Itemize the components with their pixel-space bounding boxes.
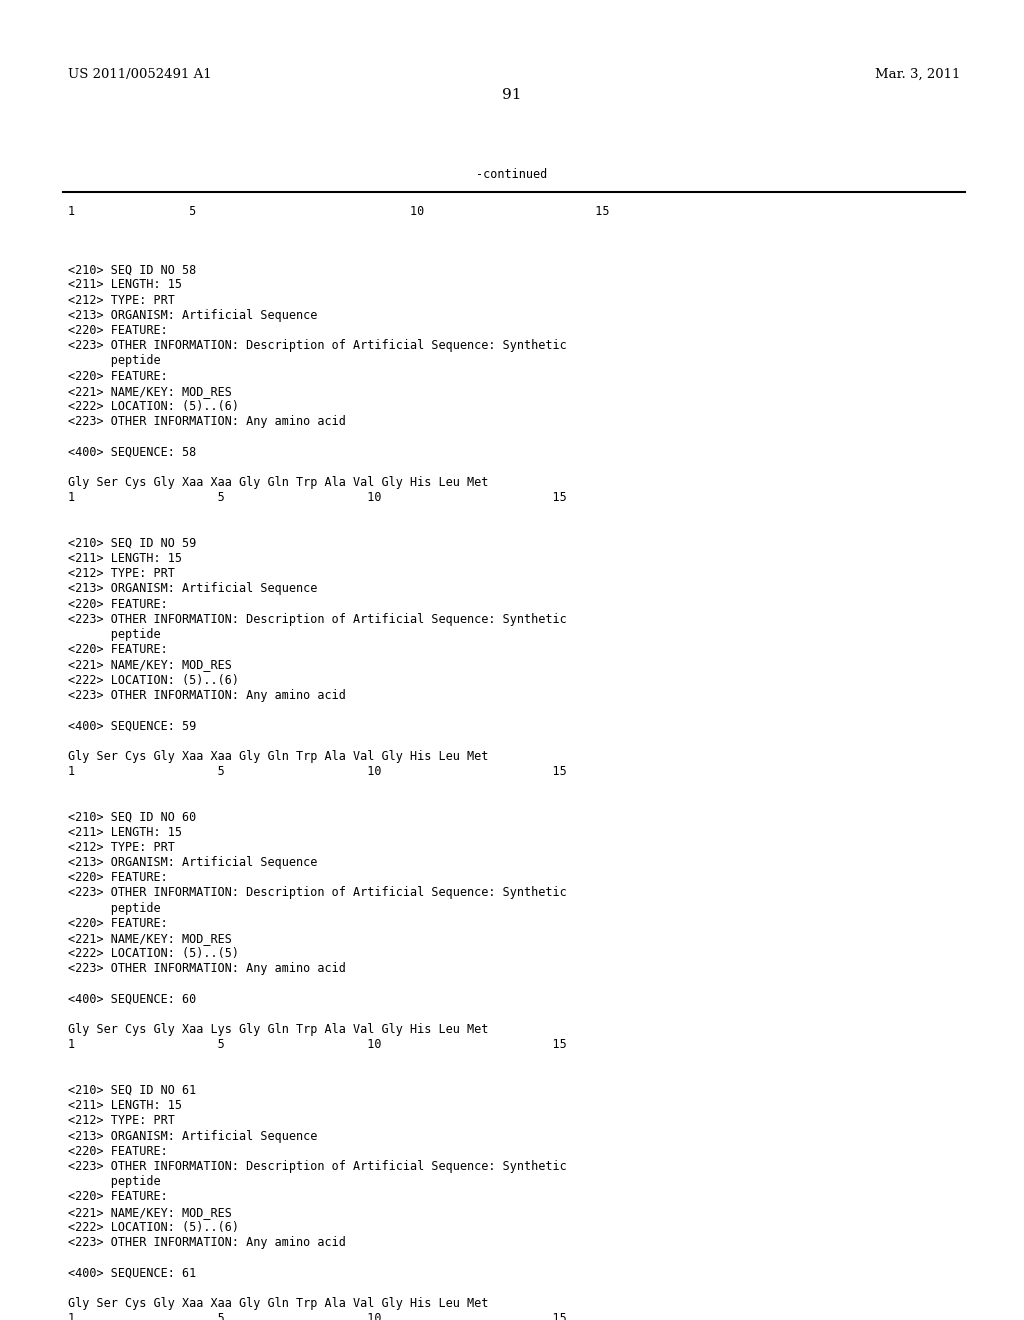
Text: <210> SEQ ID NO 59: <210> SEQ ID NO 59 — [68, 537, 197, 550]
Text: <221> NAME/KEY: MOD_RES: <221> NAME/KEY: MOD_RES — [68, 385, 231, 397]
Text: <221> NAME/KEY: MOD_RES: <221> NAME/KEY: MOD_RES — [68, 1205, 231, 1218]
Text: peptide: peptide — [68, 902, 161, 915]
Text: <211> LENGTH: 15: <211> LENGTH: 15 — [68, 825, 182, 838]
Text: <223> OTHER INFORMATION: Any amino acid: <223> OTHER INFORMATION: Any amino acid — [68, 416, 346, 428]
Text: <222> LOCATION: (5)..(6): <222> LOCATION: (5)..(6) — [68, 1221, 239, 1234]
Text: <212> TYPE: PRT: <212> TYPE: PRT — [68, 568, 175, 581]
Text: US 2011/0052491 A1: US 2011/0052491 A1 — [68, 69, 212, 81]
Text: <220> FEATURE:: <220> FEATURE: — [68, 598, 168, 611]
Text: <220> FEATURE:: <220> FEATURE: — [68, 370, 168, 383]
Text: <400> SEQUENCE: 60: <400> SEQUENCE: 60 — [68, 993, 197, 1006]
Text: peptide: peptide — [68, 1175, 161, 1188]
Text: <222> LOCATION: (5)..(6): <222> LOCATION: (5)..(6) — [68, 400, 239, 413]
Text: <223> OTHER INFORMATION: Any amino acid: <223> OTHER INFORMATION: Any amino acid — [68, 1236, 346, 1249]
Text: 1                    5                    10                        15: 1 5 10 15 — [68, 1312, 566, 1320]
Text: <213> ORGANISM: Artificial Sequence: <213> ORGANISM: Artificial Sequence — [68, 1130, 317, 1143]
Text: <223> OTHER INFORMATION: Any amino acid: <223> OTHER INFORMATION: Any amino acid — [68, 962, 346, 975]
Text: <211> LENGTH: 15: <211> LENGTH: 15 — [68, 552, 182, 565]
Text: <222> LOCATION: (5)..(5): <222> LOCATION: (5)..(5) — [68, 948, 239, 960]
Text: 1                    5                    10                        15: 1 5 10 15 — [68, 764, 566, 777]
Text: <213> ORGANISM: Artificial Sequence: <213> ORGANISM: Artificial Sequence — [68, 582, 317, 595]
Text: -continued: -continued — [476, 168, 548, 181]
Text: <222> LOCATION: (5)..(6): <222> LOCATION: (5)..(6) — [68, 673, 239, 686]
Text: <210> SEQ ID NO 61: <210> SEQ ID NO 61 — [68, 1084, 197, 1097]
Text: <400> SEQUENCE: 61: <400> SEQUENCE: 61 — [68, 1266, 197, 1279]
Text: <211> LENGTH: 15: <211> LENGTH: 15 — [68, 1100, 182, 1113]
Text: <400> SEQUENCE: 58: <400> SEQUENCE: 58 — [68, 446, 197, 458]
Text: 1                    5                    10                        15: 1 5 10 15 — [68, 491, 566, 504]
Text: <211> LENGTH: 15: <211> LENGTH: 15 — [68, 279, 182, 292]
Text: <212> TYPE: PRT: <212> TYPE: PRT — [68, 841, 175, 854]
Text: Gly Ser Cys Gly Xaa Xaa Gly Gln Trp Ala Val Gly His Leu Met: Gly Ser Cys Gly Xaa Xaa Gly Gln Trp Ala … — [68, 477, 488, 488]
Text: <223> OTHER INFORMATION: Description of Artificial Sequence: Synthetic: <223> OTHER INFORMATION: Description of … — [68, 887, 566, 899]
Text: <213> ORGANISM: Artificial Sequence: <213> ORGANISM: Artificial Sequence — [68, 309, 317, 322]
Text: <223> OTHER INFORMATION: Any amino acid: <223> OTHER INFORMATION: Any amino acid — [68, 689, 346, 702]
Text: <223> OTHER INFORMATION: Description of Artificial Sequence: Synthetic: <223> OTHER INFORMATION: Description of … — [68, 1160, 566, 1173]
Text: <221> NAME/KEY: MOD_RES: <221> NAME/KEY: MOD_RES — [68, 659, 231, 672]
Text: <221> NAME/KEY: MOD_RES: <221> NAME/KEY: MOD_RES — [68, 932, 231, 945]
Text: <220> FEATURE:: <220> FEATURE: — [68, 1191, 168, 1204]
Text: <400> SEQUENCE: 59: <400> SEQUENCE: 59 — [68, 719, 197, 733]
Text: 91: 91 — [502, 88, 522, 102]
Text: Gly Ser Cys Gly Xaa Lys Gly Gln Trp Ala Val Gly His Leu Met: Gly Ser Cys Gly Xaa Lys Gly Gln Trp Ala … — [68, 1023, 488, 1036]
Text: <220> FEATURE:: <220> FEATURE: — [68, 323, 168, 337]
Text: <220> FEATURE:: <220> FEATURE: — [68, 643, 168, 656]
Text: <213> ORGANISM: Artificial Sequence: <213> ORGANISM: Artificial Sequence — [68, 855, 317, 869]
Text: <212> TYPE: PRT: <212> TYPE: PRT — [68, 293, 175, 306]
Text: <223> OTHER INFORMATION: Description of Artificial Sequence: Synthetic: <223> OTHER INFORMATION: Description of … — [68, 612, 566, 626]
Text: 1                    5                    10                        15: 1 5 10 15 — [68, 1039, 566, 1052]
Text: peptide: peptide — [68, 354, 161, 367]
Text: <220> FEATURE:: <220> FEATURE: — [68, 917, 168, 929]
Text: <210> SEQ ID NO 60: <210> SEQ ID NO 60 — [68, 810, 197, 824]
Text: peptide: peptide — [68, 628, 161, 642]
Text: Gly Ser Cys Gly Xaa Xaa Gly Gln Trp Ala Val Gly His Leu Met: Gly Ser Cys Gly Xaa Xaa Gly Gln Trp Ala … — [68, 1296, 488, 1309]
Text: Mar. 3, 2011: Mar. 3, 2011 — [874, 69, 961, 81]
Text: <220> FEATURE:: <220> FEATURE: — [68, 871, 168, 884]
Text: <220> FEATURE:: <220> FEATURE: — [68, 1144, 168, 1158]
Text: <212> TYPE: PRT: <212> TYPE: PRT — [68, 1114, 175, 1127]
Text: <223> OTHER INFORMATION: Description of Artificial Sequence: Synthetic: <223> OTHER INFORMATION: Description of … — [68, 339, 566, 352]
Text: <210> SEQ ID NO 58: <210> SEQ ID NO 58 — [68, 263, 197, 276]
Text: Gly Ser Cys Gly Xaa Xaa Gly Gln Trp Ala Val Gly His Leu Met: Gly Ser Cys Gly Xaa Xaa Gly Gln Trp Ala … — [68, 750, 488, 763]
Text: 1                5                              10                        15: 1 5 10 15 — [68, 205, 609, 218]
